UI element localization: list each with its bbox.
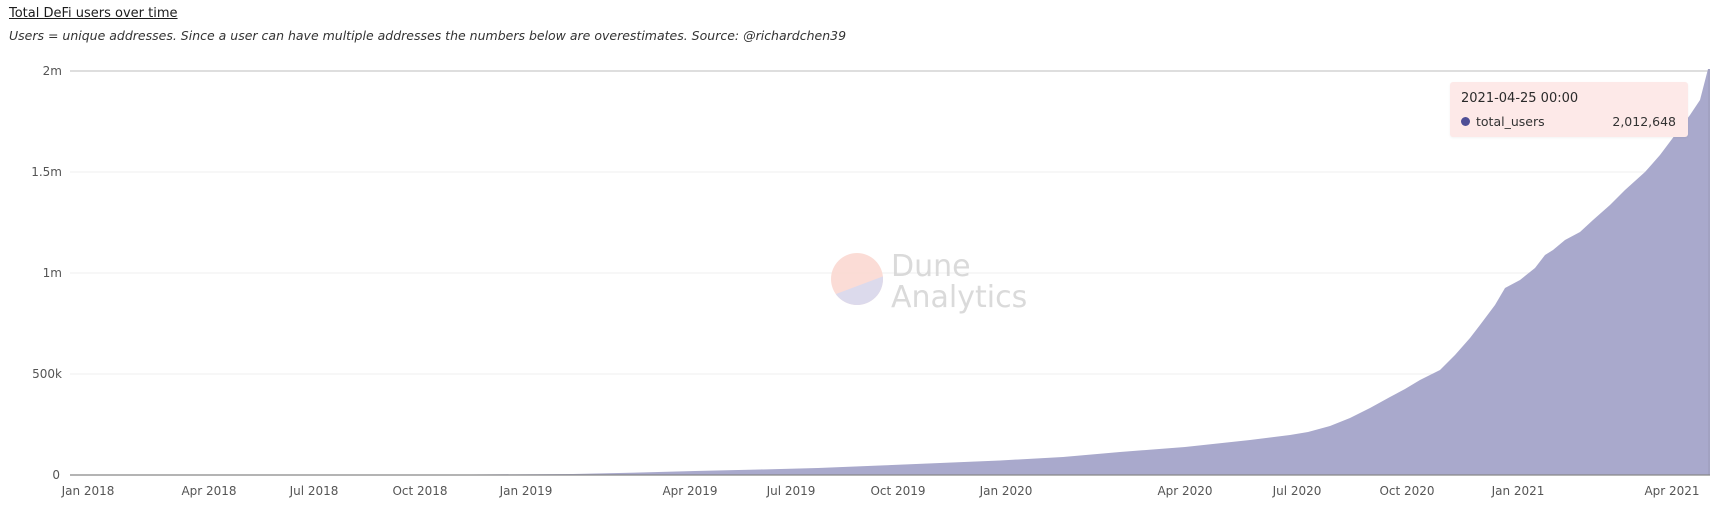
y-tick: 0 bbox=[52, 468, 60, 482]
x-tick: Apr 2021 bbox=[1644, 484, 1699, 498]
x-tick: Oct 2019 bbox=[870, 484, 925, 498]
series-dot-icon bbox=[1461, 117, 1470, 126]
dune-analytics-watermark: Dune Analytics bbox=[831, 249, 1027, 315]
y-tick: 500k bbox=[32, 367, 62, 381]
watermark-line1: Dune bbox=[891, 249, 971, 284]
x-tick: Jan 2018 bbox=[61, 484, 115, 498]
chart-tooltip: 2021-04-25 00:00 total_users 2,012,648 bbox=[1450, 82, 1688, 137]
tooltip-date: 2021-04-25 00:00 bbox=[1461, 91, 1579, 106]
total-users-area[interactable] bbox=[83, 69, 1710, 475]
tooltip-value: 2,012,648 bbox=[1612, 114, 1676, 129]
x-tick: Apr 2018 bbox=[181, 484, 236, 498]
tooltip-series-name: total_users bbox=[1476, 114, 1545, 129]
x-tick: Oct 2018 bbox=[392, 484, 447, 498]
x-tick: Jan 2020 bbox=[979, 484, 1033, 498]
x-tick: Jan 2019 bbox=[499, 484, 553, 498]
chart-subtitle: Users = unique addresses. Since a user c… bbox=[9, 28, 847, 43]
x-tick: Jul 2018 bbox=[289, 484, 339, 498]
chart-title[interactable]: Total DeFi users over time bbox=[9, 6, 178, 21]
tooltip-row: total_users 2,012,648 bbox=[1461, 114, 1676, 129]
watermark-line2: Analytics bbox=[891, 280, 1027, 315]
x-tick: Apr 2019 bbox=[662, 484, 717, 498]
x-tick: Apr 2020 bbox=[1157, 484, 1212, 498]
y-axis: 0 500k 1m 1.5m 2m bbox=[31, 64, 62, 482]
y-tick: 1m bbox=[43, 266, 62, 280]
y-tick: 1.5m bbox=[31, 165, 62, 179]
x-axis: Jan 2018 Apr 2018 Jul 2018 Oct 2018 Jan … bbox=[61, 484, 1700, 498]
y-tick: 2m bbox=[43, 64, 62, 78]
x-tick: Oct 2020 bbox=[1379, 484, 1434, 498]
gridlines bbox=[70, 70, 1710, 375]
x-tick: Jan 2021 bbox=[1491, 484, 1545, 498]
x-tick: Jul 2020 bbox=[1272, 484, 1322, 498]
x-tick: Jul 2019 bbox=[766, 484, 816, 498]
